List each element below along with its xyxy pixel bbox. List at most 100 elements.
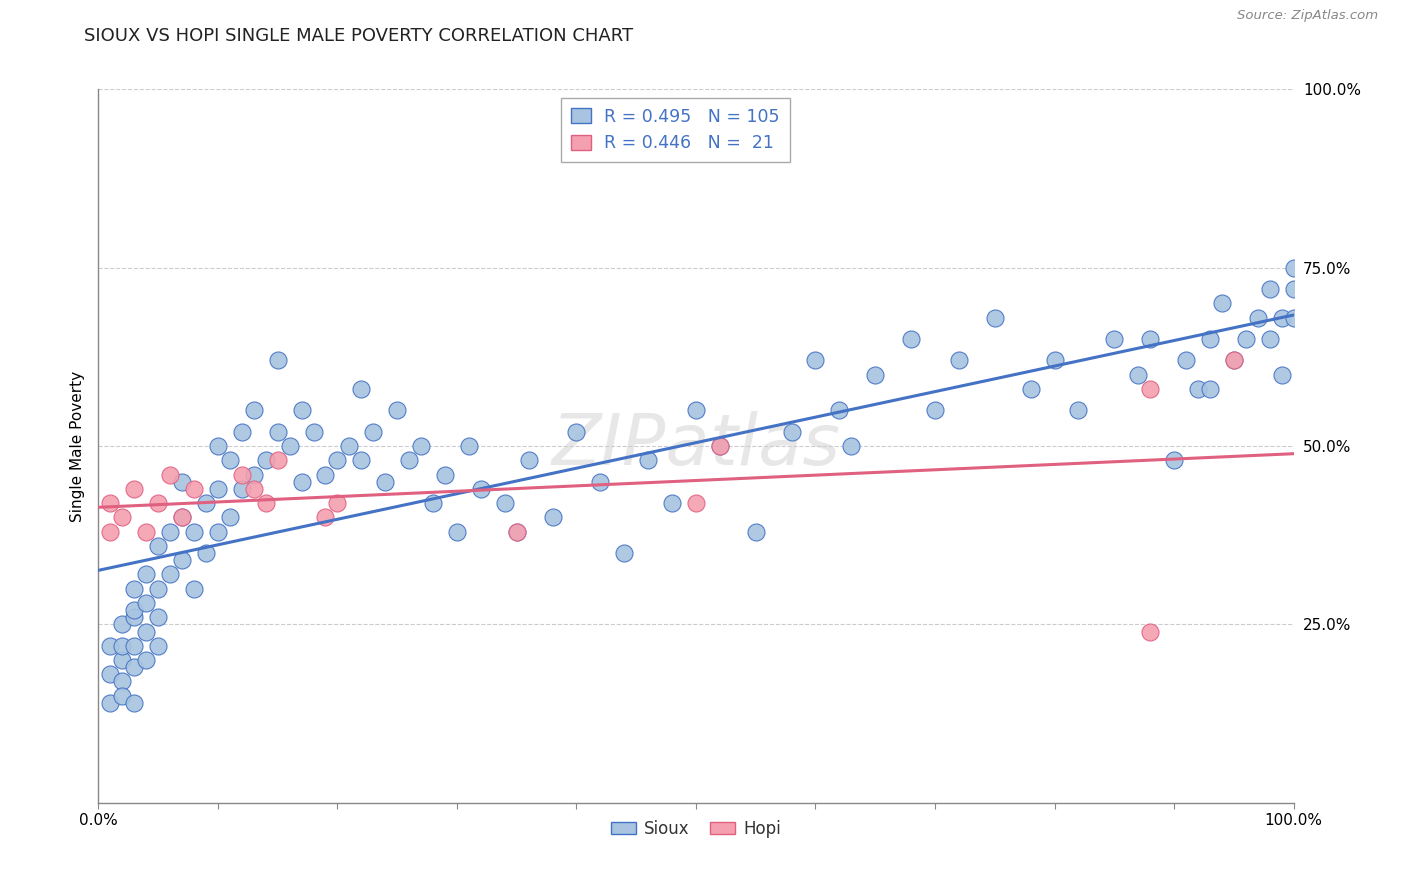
Point xyxy=(685,403,707,417)
Point xyxy=(948,353,970,368)
Point xyxy=(841,439,863,453)
Point xyxy=(135,524,157,539)
Point xyxy=(1019,382,1042,396)
Point xyxy=(745,524,768,539)
Point xyxy=(98,496,122,510)
Point xyxy=(183,482,205,496)
Point xyxy=(494,496,516,510)
Point xyxy=(1247,310,1270,325)
Point xyxy=(1128,368,1150,382)
Point xyxy=(124,582,146,596)
Point xyxy=(1139,624,1161,639)
Point xyxy=(291,475,314,489)
Point xyxy=(1282,282,1305,296)
Point xyxy=(159,567,181,582)
Point xyxy=(124,660,146,674)
Point xyxy=(446,524,468,539)
Point xyxy=(172,553,194,567)
Point xyxy=(422,496,444,510)
Point xyxy=(326,496,349,510)
Point xyxy=(148,582,170,596)
Point xyxy=(1211,296,1233,310)
Point xyxy=(98,639,122,653)
Point xyxy=(267,425,290,439)
Point xyxy=(1175,353,1198,368)
Point xyxy=(124,603,146,617)
Point xyxy=(661,496,683,510)
Point xyxy=(1271,368,1294,382)
Point xyxy=(302,425,325,439)
Point xyxy=(195,496,218,510)
Point xyxy=(565,425,588,439)
Point xyxy=(506,524,529,539)
Point xyxy=(243,467,266,482)
Point xyxy=(709,439,731,453)
Point xyxy=(98,696,122,710)
Point xyxy=(1223,353,1246,368)
Point xyxy=(865,368,887,382)
Point xyxy=(172,510,194,524)
Point xyxy=(900,332,922,346)
Point xyxy=(458,439,481,453)
Point xyxy=(267,353,290,368)
Point xyxy=(1234,332,1257,346)
Text: ZIPatlas: ZIPatlas xyxy=(551,411,841,481)
Point xyxy=(1163,453,1185,467)
Point xyxy=(207,439,229,453)
Point xyxy=(506,524,529,539)
Point xyxy=(124,610,146,624)
Point xyxy=(148,610,170,624)
Point xyxy=(124,696,146,710)
Point xyxy=(326,453,349,467)
Point xyxy=(804,353,827,368)
Point xyxy=(207,524,229,539)
Point xyxy=(135,596,157,610)
Point xyxy=(124,482,146,496)
Point xyxy=(350,453,373,467)
Point xyxy=(111,674,134,689)
Point xyxy=(470,482,492,496)
Point xyxy=(709,439,731,453)
Point xyxy=(243,403,266,417)
Point xyxy=(411,439,433,453)
Point xyxy=(98,667,122,681)
Point xyxy=(434,467,457,482)
Point xyxy=(111,617,134,632)
Point xyxy=(159,524,181,539)
Point xyxy=(111,653,134,667)
Point xyxy=(231,467,253,482)
Legend: Sioux, Hopi: Sioux, Hopi xyxy=(605,814,787,845)
Point xyxy=(254,496,277,510)
Point xyxy=(828,403,851,417)
Point xyxy=(363,425,385,439)
Point xyxy=(780,425,803,439)
Point xyxy=(613,546,636,560)
Text: SIOUX VS HOPI SINGLE MALE POVERTY CORRELATION CHART: SIOUX VS HOPI SINGLE MALE POVERTY CORREL… xyxy=(84,27,634,45)
Point xyxy=(267,453,290,467)
Point xyxy=(183,582,205,596)
Point xyxy=(111,689,134,703)
Point xyxy=(339,439,361,453)
Point xyxy=(195,546,218,560)
Point xyxy=(1067,403,1090,417)
Point xyxy=(278,439,301,453)
Point xyxy=(135,653,157,667)
Point xyxy=(984,310,1007,325)
Point xyxy=(159,467,181,482)
Point xyxy=(1199,382,1222,396)
Point xyxy=(219,453,242,467)
Point xyxy=(148,496,170,510)
Point xyxy=(1104,332,1126,346)
Point xyxy=(219,510,242,524)
Point xyxy=(172,510,194,524)
Point xyxy=(148,639,170,653)
Point xyxy=(1199,332,1222,346)
Point xyxy=(291,403,314,417)
Point xyxy=(1258,332,1281,346)
Point xyxy=(1282,260,1305,275)
Point xyxy=(111,639,134,653)
Point xyxy=(1223,353,1246,368)
Point xyxy=(637,453,659,467)
Point xyxy=(685,496,707,510)
Point xyxy=(1043,353,1066,368)
